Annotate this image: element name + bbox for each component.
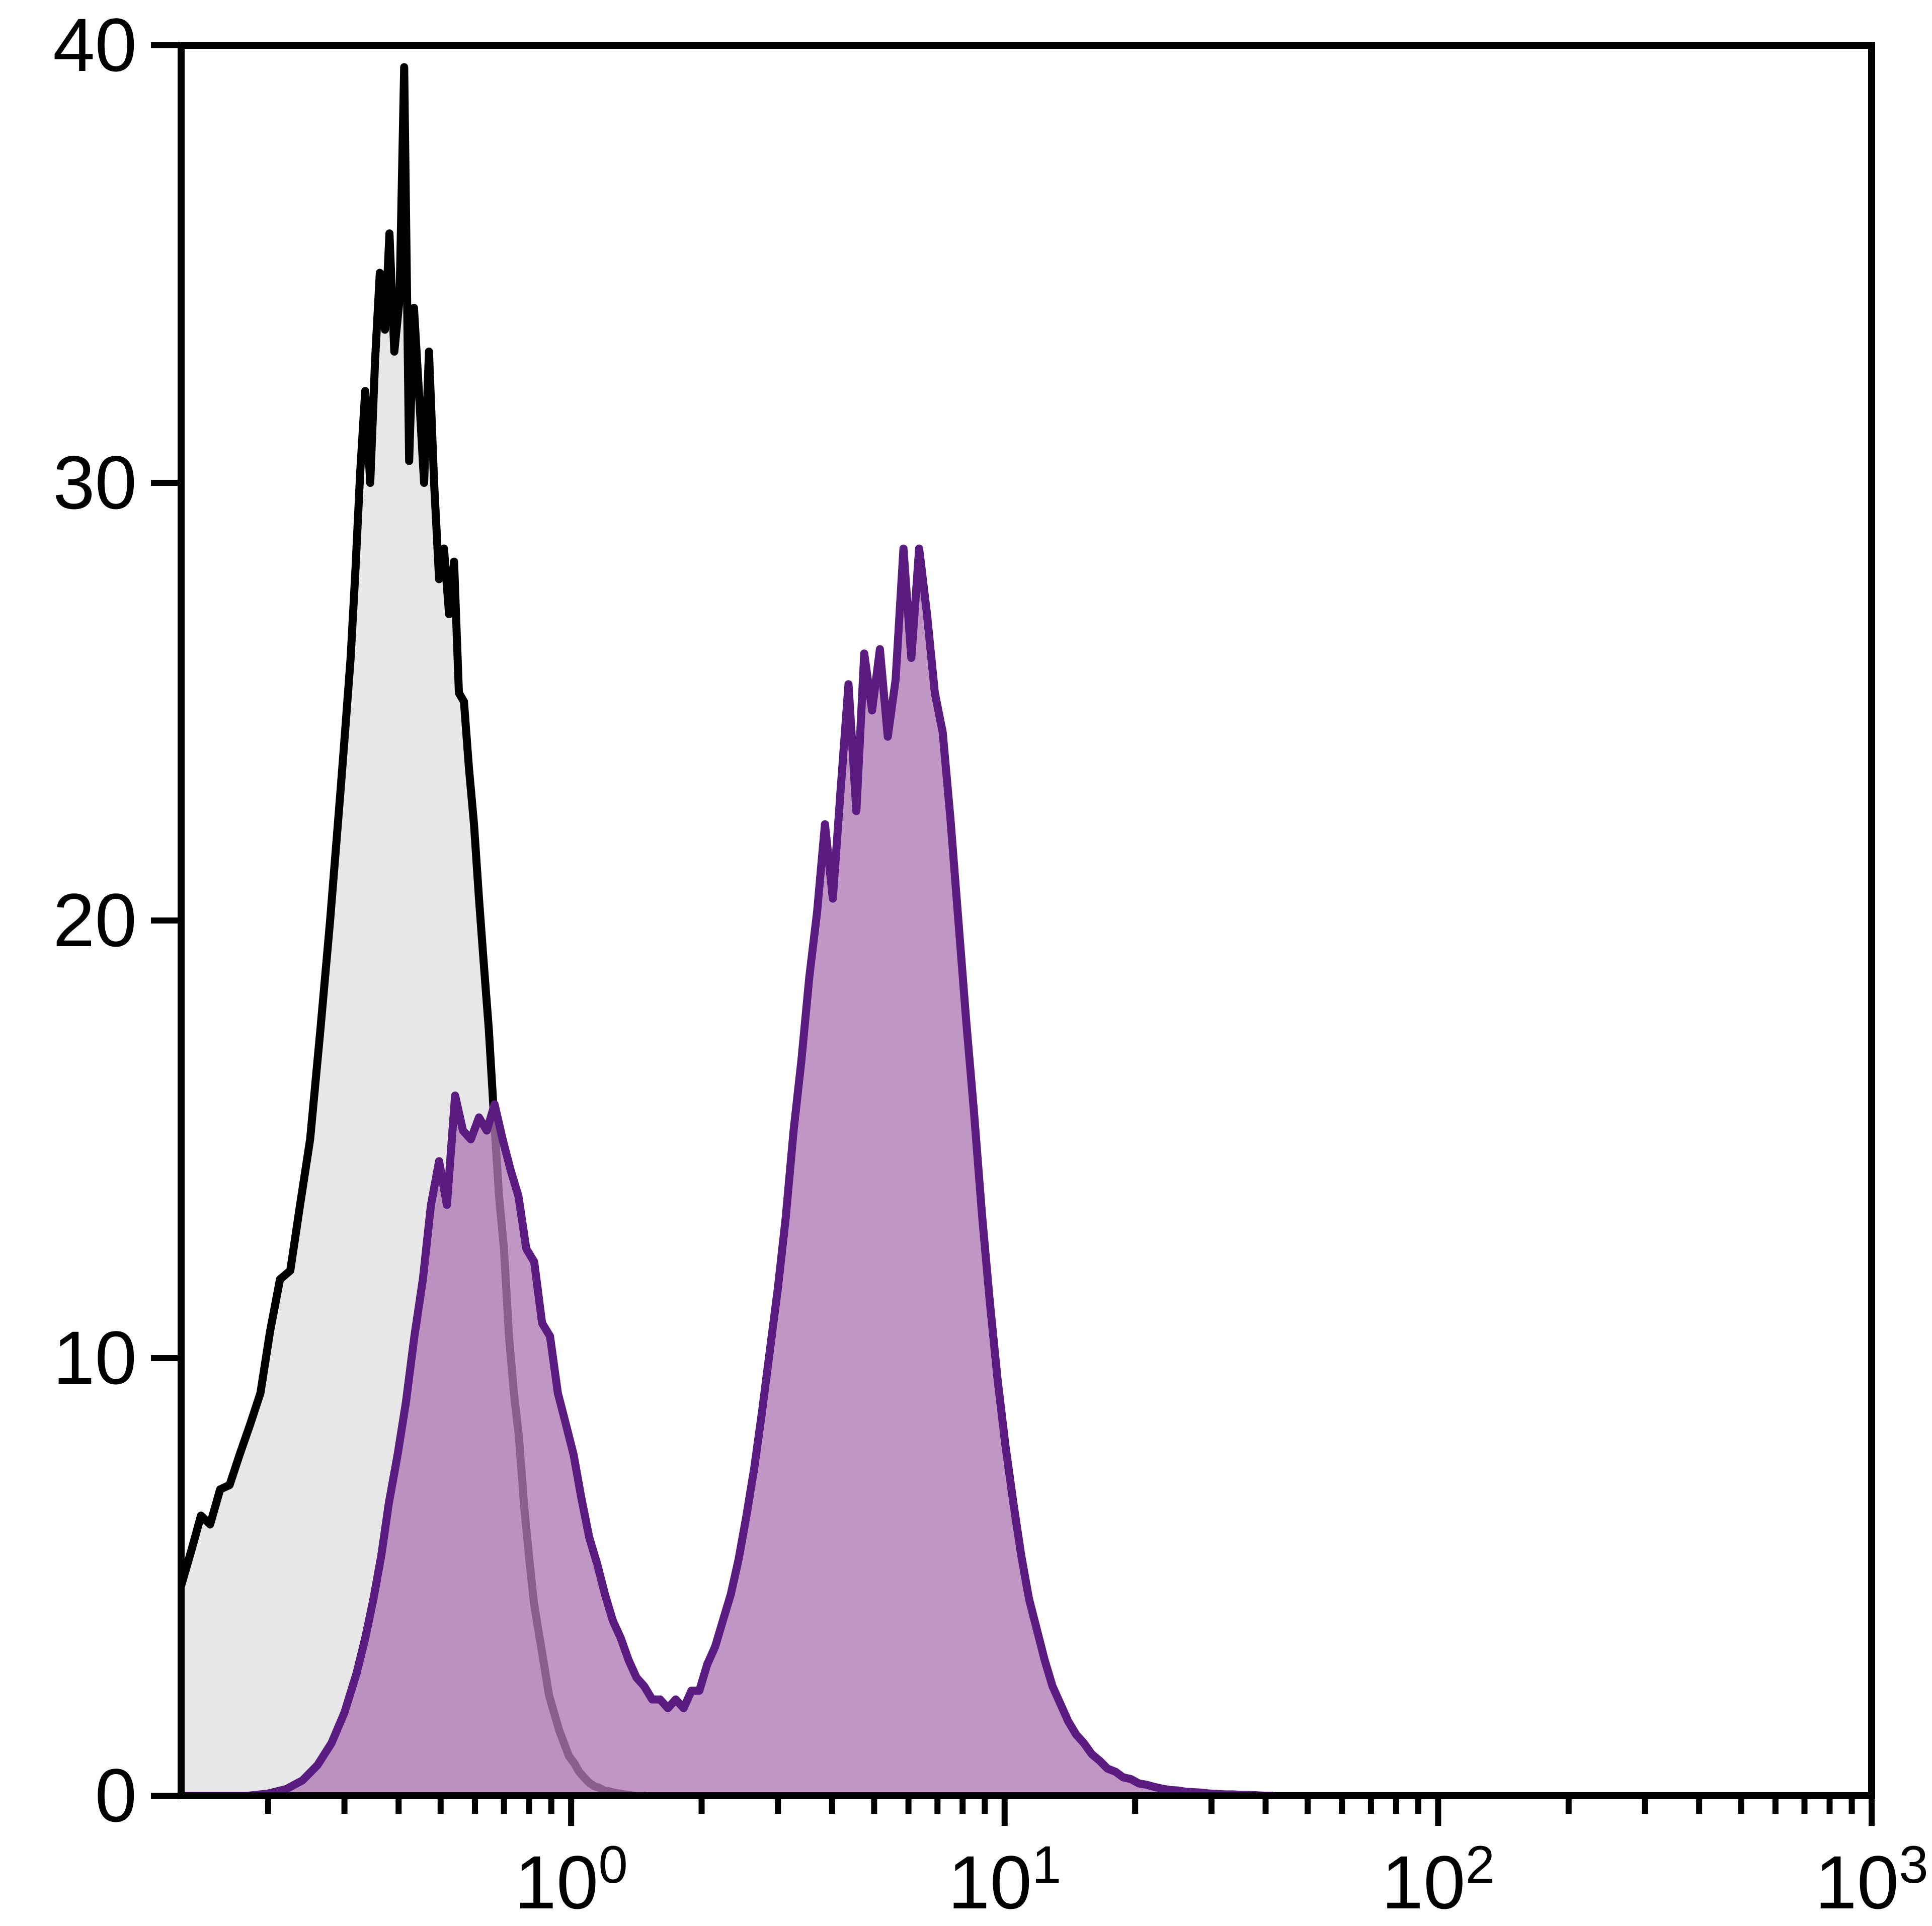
y-tick-label: 10 [53, 1314, 137, 1401]
x-tick-label: 102 [1362, 1835, 1513, 1926]
x-tick-label: 101 [929, 1835, 1080, 1926]
y-tick-label: 40 [53, 2, 137, 89]
y-tick-label: 20 [53, 877, 137, 964]
flow-cytometry-chart: 010203040 100101102103 [0, 0, 1932, 1918]
x-tick-label: 100 [496, 1835, 647, 1926]
chart-svg [0, 0, 1932, 1918]
y-tick-label: 0 [95, 1752, 137, 1839]
y-tick-label: 30 [53, 439, 137, 526]
x-tick-label: 103 [1796, 1835, 1932, 1926]
